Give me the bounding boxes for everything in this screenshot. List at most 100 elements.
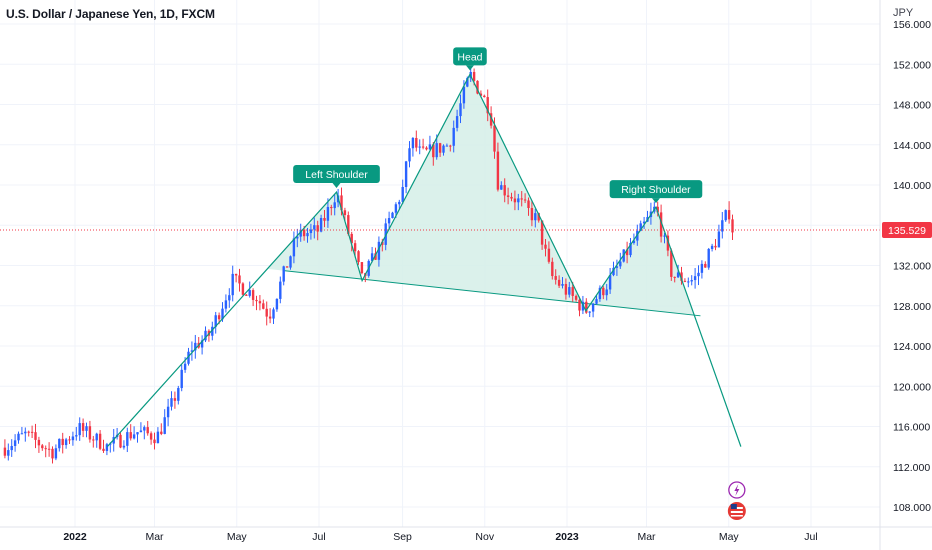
pattern-fill-area bbox=[267, 74, 695, 316]
y-tick-label: 152.000 bbox=[893, 59, 931, 71]
candle-body bbox=[540, 220, 544, 245]
candle-body bbox=[316, 225, 319, 232]
candle-body bbox=[391, 212, 394, 219]
candle-body bbox=[588, 311, 591, 313]
last-price-tag-bg bbox=[882, 221, 932, 238]
pattern-label-box bbox=[293, 165, 380, 184]
candle-body bbox=[156, 431, 160, 444]
candle-body bbox=[680, 272, 683, 281]
candle-body bbox=[183, 363, 187, 370]
x-tick-label: Sep bbox=[393, 531, 412, 543]
candle-body bbox=[180, 369, 183, 389]
candle-body bbox=[177, 388, 180, 401]
candle-body bbox=[248, 290, 251, 296]
currency-label: JPY bbox=[893, 7, 914, 19]
candle-body bbox=[149, 433, 153, 440]
candle-body bbox=[411, 137, 415, 149]
candle-body bbox=[493, 125, 496, 152]
candle-body bbox=[340, 195, 343, 211]
candle-body bbox=[173, 398, 177, 401]
candle-body bbox=[731, 219, 734, 233]
candle-body bbox=[17, 433, 20, 441]
candle-body bbox=[489, 113, 493, 126]
candle-body bbox=[143, 427, 146, 431]
candle-body bbox=[37, 439, 41, 446]
right-shoulder-label: Right Shoulder bbox=[609, 180, 703, 204]
candle-body bbox=[204, 330, 207, 341]
candle-body bbox=[61, 438, 64, 446]
candle-body bbox=[282, 266, 285, 282]
y-tick-label: 156.000 bbox=[893, 19, 931, 31]
candle-body bbox=[153, 439, 156, 444]
candle-body bbox=[7, 450, 10, 456]
y-tick-label: 124.000 bbox=[893, 341, 931, 353]
candle-body bbox=[299, 229, 302, 237]
candle-body bbox=[190, 350, 194, 352]
pattern-label-text: Head bbox=[457, 51, 482, 63]
neckline bbox=[282, 270, 701, 317]
y-tick-label: 140.000 bbox=[893, 180, 931, 192]
candle-body bbox=[683, 280, 687, 282]
candle-body bbox=[255, 299, 258, 302]
candle-body bbox=[421, 146, 425, 148]
candle-body bbox=[279, 281, 282, 299]
candle-body bbox=[404, 161, 408, 187]
pattern-label-pointer bbox=[332, 183, 341, 189]
candle-body bbox=[126, 432, 129, 446]
candle-body bbox=[3, 447, 7, 456]
candle-body bbox=[313, 225, 316, 230]
candle-body bbox=[102, 448, 105, 451]
candle-body bbox=[129, 432, 132, 439]
y-tick-label: 112.000 bbox=[893, 462, 930, 474]
candle-body bbox=[268, 316, 272, 319]
candle-body bbox=[642, 221, 646, 224]
candle-body bbox=[228, 295, 231, 301]
candle-body bbox=[445, 145, 449, 147]
candle-body bbox=[234, 273, 238, 276]
candle-body bbox=[598, 287, 602, 300]
candle-body bbox=[292, 238, 296, 257]
candle-body bbox=[238, 275, 241, 284]
price-axis-area bbox=[880, 0, 932, 550]
candle-body bbox=[581, 301, 585, 311]
candle-body bbox=[428, 144, 432, 150]
candle-body bbox=[503, 185, 506, 196]
candle-body bbox=[625, 249, 629, 256]
candle-body bbox=[438, 143, 442, 153]
candle-body bbox=[78, 423, 81, 436]
candle-body bbox=[476, 80, 479, 94]
candle-body bbox=[557, 279, 561, 286]
head-label: Head bbox=[453, 47, 487, 71]
candle-body bbox=[486, 97, 489, 114]
candle-body bbox=[139, 430, 143, 433]
candle-body bbox=[105, 444, 109, 451]
candle-body bbox=[724, 210, 727, 221]
candle-body bbox=[262, 303, 265, 309]
lightning-icon[interactable] bbox=[728, 481, 746, 499]
candle-body bbox=[20, 433, 24, 435]
candle-body bbox=[95, 433, 98, 441]
candle-body bbox=[132, 434, 136, 439]
candle-body bbox=[568, 287, 571, 295]
x-tick-label: Jul bbox=[804, 531, 817, 543]
candle-body bbox=[408, 148, 411, 162]
candle-body bbox=[347, 215, 350, 234]
candle-body bbox=[122, 445, 126, 448]
y-tick-label: 144.000 bbox=[893, 140, 931, 152]
pattern-label-box bbox=[453, 47, 487, 66]
candle-body bbox=[459, 103, 462, 117]
candle-body bbox=[700, 263, 704, 273]
candle-body bbox=[656, 206, 659, 213]
candle-body bbox=[381, 241, 384, 245]
candle-body bbox=[119, 434, 122, 448]
candle-body bbox=[81, 423, 85, 431]
y-tick-label: 116.000 bbox=[893, 422, 930, 434]
us-flag-icon[interactable] bbox=[727, 502, 746, 520]
candle-body bbox=[394, 204, 398, 213]
candle-body bbox=[353, 243, 357, 252]
candle-body bbox=[721, 220, 724, 232]
x-tick-label: May bbox=[719, 531, 740, 543]
x-tick-label: 2023 bbox=[555, 531, 579, 543]
candle-body bbox=[44, 448, 47, 450]
